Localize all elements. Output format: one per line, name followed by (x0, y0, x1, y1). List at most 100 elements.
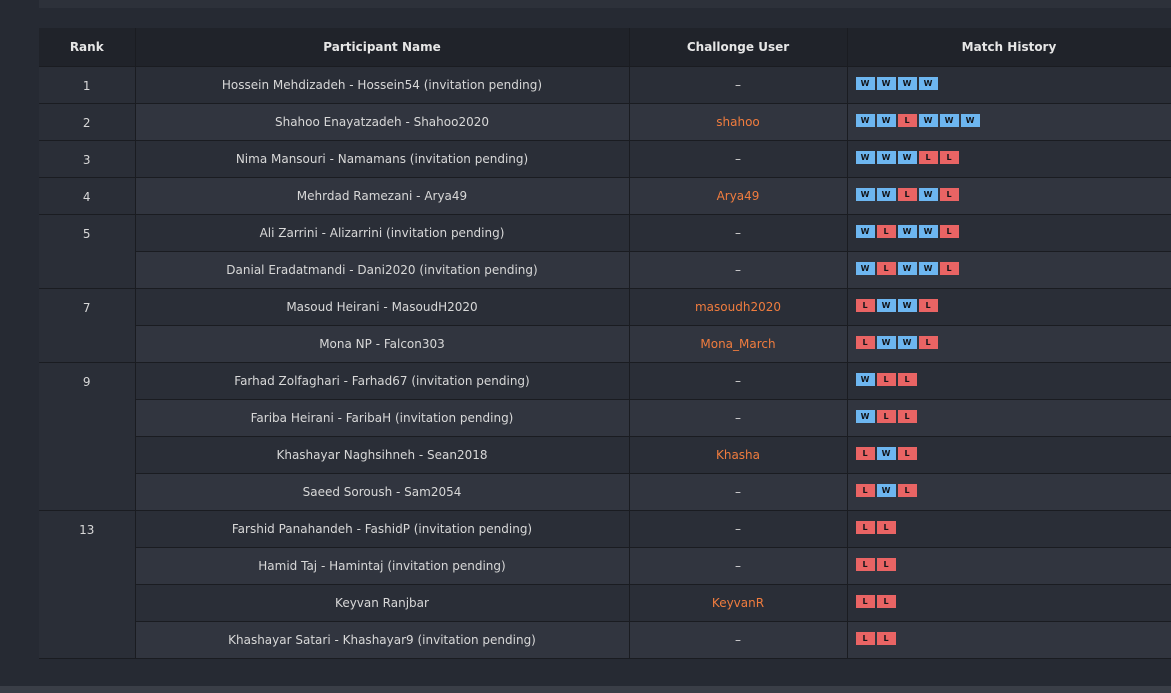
match-win-badge[interactable]: W (918, 76, 938, 90)
match-win-badge[interactable]: W (960, 113, 980, 127)
match-loss-badge[interactable]: L (855, 631, 875, 645)
match-loss-badge[interactable]: L (855, 594, 875, 608)
match-loss-badge[interactable]: L (939, 261, 959, 275)
match-loss-badge[interactable]: L (876, 520, 896, 534)
match-loss-badge[interactable]: L (855, 298, 875, 312)
match-win-badge[interactable]: W (897, 224, 917, 238)
match-loss-badge[interactable]: L (897, 372, 917, 386)
match-loss-badge[interactable]: L (939, 150, 959, 164)
table-row: Khashayar Satari - Khashayar9 (invitatio… (39, 621, 1171, 659)
match-loss-badge[interactable]: L (918, 298, 938, 312)
match-win-badge[interactable]: W (876, 113, 896, 127)
match-loss-badge[interactable]: L (939, 187, 959, 201)
participant-name-cell: Masoud Heirani - MasoudH2020 (135, 288, 630, 326)
rank-cell: 9 (39, 362, 136, 511)
standings-table-container: Rank Participant Name Challonge User Mat… (39, 28, 1171, 659)
match-loss-badge[interactable]: L (918, 150, 938, 164)
match-win-badge[interactable]: W (939, 113, 959, 127)
match-win-badge[interactable]: W (876, 150, 896, 164)
match-loss-badge[interactable]: L (897, 446, 917, 460)
match-loss-badge[interactable]: L (939, 224, 959, 238)
top-strip-inner (39, 0, 1171, 8)
match-loss-badge[interactable]: L (876, 372, 896, 386)
match-loss-badge[interactable]: L (918, 335, 938, 349)
match-win-badge[interactable]: W (918, 187, 938, 201)
match-win-badge[interactable]: W (897, 261, 917, 275)
match-loss-badge[interactable]: L (876, 631, 896, 645)
table-body: 1 Hossein Mehdizadeh - Hossein54 (invitat… (39, 66, 1171, 659)
table-row: 13 Farshid Panahandeh - FashidP (invitati… (39, 510, 1171, 659)
match-loss-badge[interactable]: L (855, 483, 875, 497)
challonge-user-empty: – (629, 399, 848, 437)
challonge-user-link[interactable]: Mona_March (629, 325, 848, 363)
match-win-badge[interactable]: W (855, 150, 875, 164)
match-win-badge[interactable]: W (897, 298, 917, 312)
challonge-user-link[interactable]: Arya49 (629, 177, 848, 215)
participant-name-cell: Saeed Soroush - Sam2054 (135, 473, 630, 511)
match-win-badge[interactable]: W (855, 224, 875, 238)
match-loss-badge[interactable]: L (855, 520, 875, 534)
challonge-user-link[interactable]: Khasha (629, 436, 848, 474)
participant-name-cell: Hossein Mehdizadeh - Hossein54 (invitati… (135, 66, 630, 104)
participant-name-cell: Khashayar Satari - Khashayar9 (invitatio… (135, 621, 630, 659)
challonge-user-link[interactable]: shahoo (629, 103, 848, 141)
rank-cell: 2 (39, 103, 136, 141)
match-win-badge[interactable]: W (855, 113, 875, 127)
match-loss-badge[interactable]: L (876, 261, 896, 275)
match-win-badge[interactable]: W (897, 335, 917, 349)
participant-name-cell: Shahoo Enayatzadeh - Shahoo2020 (135, 103, 630, 141)
match-win-badge[interactable]: W (855, 187, 875, 201)
participant-name-cell: Farhad Zolfaghari - Farhad67 (invitation… (135, 362, 630, 400)
match-win-badge[interactable]: W (855, 76, 875, 90)
participant-name-cell: Mehrdad Ramezani - Arya49 (135, 177, 630, 215)
match-win-badge[interactable]: W (918, 261, 938, 275)
match-win-badge[interactable]: W (876, 76, 896, 90)
top-strip (0, 0, 1171, 10)
match-loss-badge[interactable]: L (897, 409, 917, 423)
standings-table: Rank Participant Name Challonge User Mat… (39, 28, 1171, 659)
match-win-badge[interactable]: W (918, 113, 938, 127)
participant-name-cell: Hamid Taj - Hamintaj (invitation pending… (135, 547, 630, 585)
challonge-user-empty: – (629, 473, 848, 511)
challonge-user-link[interactable]: KeyvanR (629, 584, 848, 622)
match-loss-badge[interactable]: L (897, 113, 917, 127)
challonge-user-empty: – (629, 510, 848, 548)
match-win-badge[interactable]: W (876, 446, 896, 460)
match-win-badge[interactable]: W (876, 187, 896, 201)
match-win-badge[interactable]: W (876, 335, 896, 349)
match-win-badge[interactable]: W (918, 224, 938, 238)
bottom-strip (0, 686, 1171, 693)
rank-cell: 7 (39, 288, 136, 363)
header-match-history: Match History (847, 28, 1171, 67)
match-win-badge[interactable]: W (897, 76, 917, 90)
match-loss-badge[interactable]: L (876, 557, 896, 571)
match-win-badge[interactable]: W (855, 372, 875, 386)
match-loss-badge[interactable]: L (876, 224, 896, 238)
match-loss-badge[interactable]: L (876, 409, 896, 423)
match-win-badge[interactable]: W (876, 483, 896, 497)
challonge-user-empty: – (629, 251, 848, 289)
participant-name-cell: Ali Zarrini - Alizarrini (invitation pen… (135, 214, 630, 252)
match-loss-badge[interactable]: L (855, 446, 875, 460)
match-loss-badge[interactable]: L (897, 483, 917, 497)
match-loss-badge[interactable]: L (897, 187, 917, 201)
match-win-badge[interactable]: W (855, 409, 875, 423)
match-loss-badge[interactable]: L (855, 557, 875, 571)
match-win-badge[interactable]: W (855, 261, 875, 275)
rank-cell: 4 (39, 177, 136, 215)
match-loss-badge[interactable]: L (876, 594, 896, 608)
match-loss-badge[interactable]: L (855, 335, 875, 349)
match-win-badge[interactable]: W (876, 298, 896, 312)
challonge-user-empty: – (629, 214, 848, 252)
challonge-user-link[interactable]: masoudh2020 (629, 288, 848, 326)
match-win-badge[interactable]: W (897, 150, 917, 164)
challonge-user-empty: – (629, 66, 848, 104)
